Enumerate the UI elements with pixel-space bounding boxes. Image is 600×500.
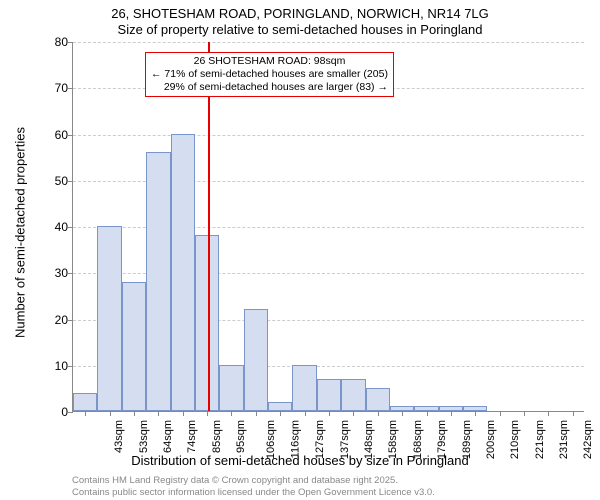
xtick-mark xyxy=(158,411,159,416)
xtick-mark xyxy=(378,411,379,416)
xtick-mark xyxy=(427,411,428,416)
xtick-label: 231sqm xyxy=(558,420,570,459)
histogram-bar xyxy=(219,365,243,411)
xtick-label: 127sqm xyxy=(314,420,326,459)
ytick-label: 0 xyxy=(38,405,68,419)
ytick-label: 50 xyxy=(38,174,68,188)
callout-line3: 29% of semi-detached houses are larger (… xyxy=(151,81,388,94)
histogram-bar xyxy=(122,282,146,412)
xtick-mark xyxy=(548,411,549,416)
xtick-label: 43sqm xyxy=(113,420,125,453)
xtick-label: 95sqm xyxy=(235,420,247,453)
ytick-label: 10 xyxy=(38,359,68,373)
xtick-mark xyxy=(451,411,452,416)
ytick-mark xyxy=(68,320,73,321)
xtick-mark xyxy=(256,411,257,416)
histogram-bar xyxy=(317,379,341,411)
ytick-mark xyxy=(68,135,73,136)
ytick-label: 30 xyxy=(38,266,68,280)
xtick-label: 106sqm xyxy=(266,420,278,459)
chart-title-line1: 26, SHOTESHAM ROAD, PORINGLAND, NORWICH,… xyxy=(0,6,600,21)
xtick-mark xyxy=(305,411,306,416)
ytick-mark xyxy=(68,412,73,413)
xtick-label: 168sqm xyxy=(412,420,424,459)
gridline xyxy=(73,135,584,136)
gridline xyxy=(73,42,584,43)
ytick-mark xyxy=(68,42,73,43)
ytick-mark xyxy=(68,366,73,367)
chart-title-line2: Size of property relative to semi-detach… xyxy=(0,22,600,37)
xtick-mark xyxy=(329,411,330,416)
histogram-bar xyxy=(97,226,121,411)
xtick-label: 74sqm xyxy=(186,420,198,453)
ytick-label: 80 xyxy=(38,35,68,49)
xtick-mark xyxy=(231,411,232,416)
ytick-label: 40 xyxy=(38,220,68,234)
ytick-label: 60 xyxy=(38,128,68,142)
y-axis-label: Number of semi-detached properties xyxy=(13,127,28,338)
histogram-bar xyxy=(73,393,97,412)
ytick-mark xyxy=(68,181,73,182)
xtick-mark xyxy=(280,411,281,416)
xtick-label: 179sqm xyxy=(436,420,448,459)
xtick-label: 116sqm xyxy=(289,420,301,458)
xtick-label: 158sqm xyxy=(388,420,400,459)
xtick-mark xyxy=(475,411,476,416)
callout-line1: 26 SHOTESHAM ROAD: 98sqm xyxy=(151,55,388,68)
xtick-mark xyxy=(402,411,403,416)
histogram-bar xyxy=(146,152,170,411)
ytick-mark xyxy=(68,273,73,274)
callout-line2: ← 71% of semi-detached houses are smalle… xyxy=(151,68,388,81)
histogram-bar xyxy=(244,309,268,411)
xtick-label: 148sqm xyxy=(363,420,375,459)
footer-copyright-line2: Contains public sector information licen… xyxy=(72,487,435,498)
histogram-bar xyxy=(341,379,365,411)
xtick-mark xyxy=(85,411,86,416)
xtick-label: 242sqm xyxy=(583,420,595,459)
xtick-mark xyxy=(207,411,208,416)
chart-plot-area: 26 SHOTESHAM ROAD: 98sqm← 71% of semi-de… xyxy=(72,42,584,412)
xtick-label: 200sqm xyxy=(485,420,497,459)
ytick-label: 70 xyxy=(38,81,68,95)
xtick-mark xyxy=(353,411,354,416)
ytick-label: 20 xyxy=(38,313,68,327)
ytick-mark xyxy=(68,227,73,228)
xtick-mark xyxy=(573,411,574,416)
histogram-bar xyxy=(268,402,292,411)
histogram-bar xyxy=(292,365,316,411)
xtick-label: 137sqm xyxy=(339,420,351,459)
xtick-mark xyxy=(524,411,525,416)
histogram-bar xyxy=(171,134,195,412)
xtick-mark xyxy=(134,411,135,416)
xtick-label: 189sqm xyxy=(461,420,473,459)
xtick-mark xyxy=(500,411,501,416)
xtick-label: 85sqm xyxy=(211,420,223,453)
histogram-bar xyxy=(366,388,390,411)
callout-box: 26 SHOTESHAM ROAD: 98sqm← 71% of semi-de… xyxy=(145,52,394,97)
xtick-label: 210sqm xyxy=(509,420,521,459)
xtick-label: 64sqm xyxy=(162,420,174,453)
ytick-mark xyxy=(68,88,73,89)
footer-copyright-line1: Contains HM Land Registry data © Crown c… xyxy=(72,475,398,486)
xtick-mark xyxy=(183,411,184,416)
xtick-label: 221sqm xyxy=(534,420,546,459)
xtick-mark xyxy=(110,411,111,416)
xtick-label: 53sqm xyxy=(138,420,150,453)
